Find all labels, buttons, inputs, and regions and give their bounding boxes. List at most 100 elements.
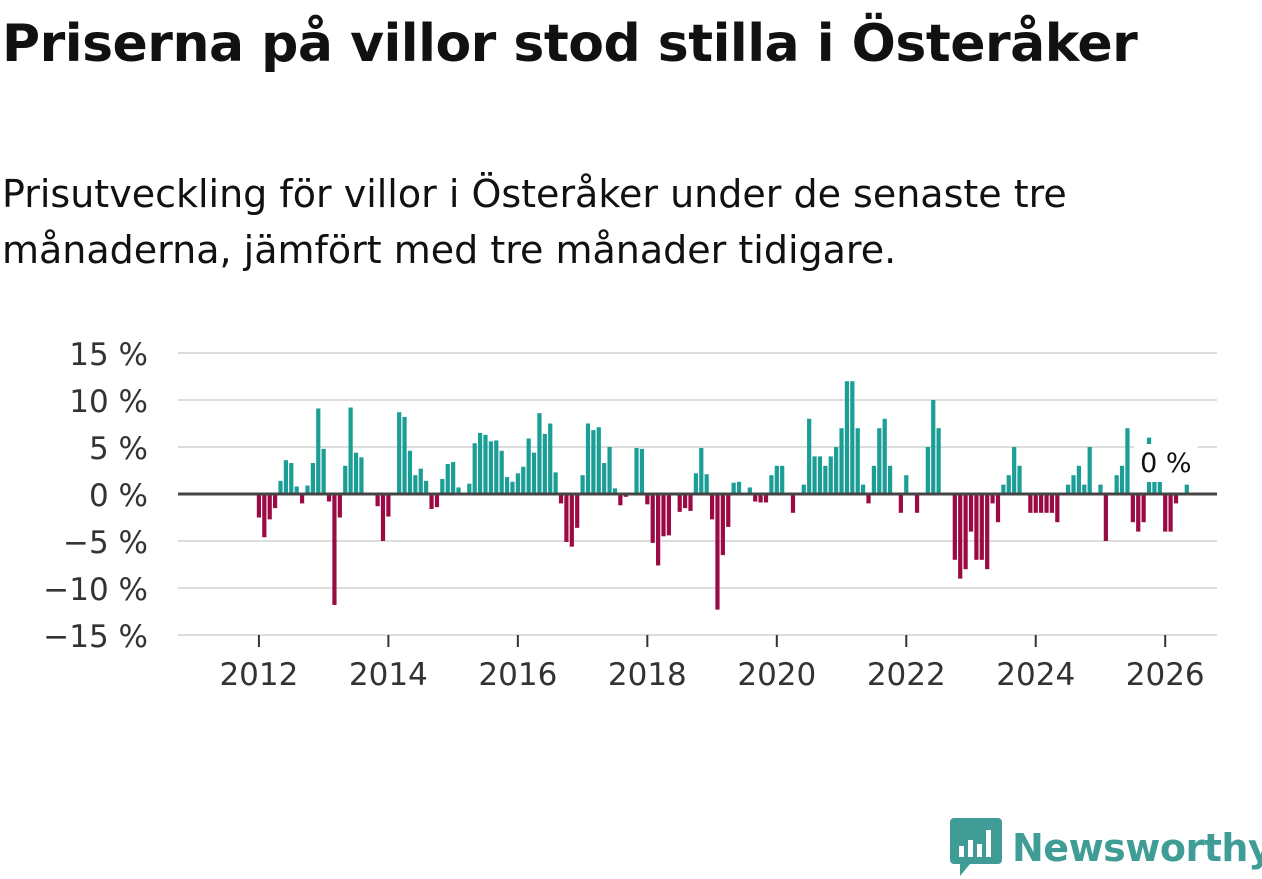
bar [1157, 475, 1162, 494]
bar [386, 494, 391, 517]
bar [483, 434, 488, 494]
x-tick-label: 2012 [219, 657, 298, 693]
y-tick-label: 0 % [89, 478, 148, 514]
bar [715, 494, 720, 610]
y-tick-label: 15 % [69, 337, 148, 373]
bar [499, 450, 504, 494]
bar [736, 481, 742, 494]
bar [434, 494, 440, 508]
bar [1087, 447, 1092, 494]
bar [990, 494, 995, 504]
bar [634, 447, 639, 494]
x-tick-label: 2024 [996, 657, 1075, 693]
bar [1136, 494, 1141, 532]
bars [256, 381, 1189, 610]
bar [693, 473, 698, 494]
bar [823, 465, 828, 494]
bar [467, 483, 472, 494]
x-tick-label: 2018 [608, 657, 687, 693]
bar [256, 494, 262, 518]
bar [477, 432, 483, 494]
bar [542, 433, 547, 494]
bar [273, 494, 278, 509]
bar [1119, 465, 1125, 494]
bar [612, 488, 618, 494]
bar [337, 494, 342, 518]
bar [548, 423, 553, 494]
bar [564, 494, 569, 542]
bar [861, 484, 866, 494]
bar [817, 456, 823, 494]
bar [828, 456, 833, 494]
bar [305, 485, 310, 494]
bar [666, 494, 672, 536]
bar [925, 447, 930, 494]
bar [456, 487, 461, 494]
bar [380, 494, 386, 541]
bar [569, 494, 574, 547]
bar [1163, 494, 1168, 532]
bar [494, 440, 499, 494]
y-tick-label: 5 % [89, 431, 148, 467]
bar [871, 465, 877, 494]
bar [834, 447, 839, 494]
bar [699, 447, 704, 494]
y-tick-label: −15 % [43, 619, 148, 655]
bar [898, 494, 903, 513]
bar [262, 494, 267, 538]
bar [521, 466, 526, 494]
bar [774, 465, 779, 494]
annotation: 0 % [1133, 444, 1198, 482]
annotation-label: 0 % [1140, 448, 1191, 479]
bar [310, 462, 315, 494]
x-tick-label: 2014 [349, 657, 428, 693]
bar [1103, 494, 1108, 541]
bar [914, 494, 920, 513]
bar [510, 481, 515, 494]
bar [1012, 447, 1017, 494]
bar-chart: 15 %10 %5 %0 %−5 %−10 %−15 % 2012 2014 201… [43, 337, 1217, 693]
bar [429, 494, 434, 510]
bar [472, 443, 477, 494]
bar [963, 494, 968, 570]
bar [413, 475, 418, 494]
bar [801, 484, 806, 494]
bar [807, 418, 812, 494]
bar [974, 494, 979, 560]
bar [440, 478, 445, 494]
bar [682, 494, 688, 509]
x-tick-label: 2026 [1126, 657, 1205, 693]
x-tick-label: 2016 [478, 657, 557, 693]
bar [661, 494, 666, 537]
bar [1125, 428, 1130, 494]
x-tick-label: 2020 [737, 657, 816, 693]
bar [402, 416, 407, 494]
bar [904, 475, 909, 494]
bar [1049, 494, 1055, 513]
bar [1001, 484, 1006, 494]
bar [397, 412, 402, 494]
bar [618, 494, 623, 506]
bar [343, 465, 348, 494]
bar [1071, 475, 1076, 494]
bar [645, 494, 650, 505]
bar [407, 450, 413, 494]
bar [639, 448, 645, 494]
bar [283, 460, 288, 494]
bar [812, 456, 817, 494]
bar [887, 465, 893, 494]
bar [780, 465, 785, 494]
bar [1141, 494, 1146, 523]
bar [850, 381, 855, 494]
bar [267, 494, 272, 520]
bar [958, 494, 963, 579]
bar [1082, 484, 1087, 494]
bar [602, 462, 607, 494]
bar [585, 423, 591, 494]
bar [1114, 475, 1119, 494]
y-tick-label: 10 % [69, 384, 148, 420]
bar [839, 428, 844, 494]
bar [515, 473, 520, 494]
bar [720, 494, 725, 556]
bar [1184, 484, 1189, 494]
